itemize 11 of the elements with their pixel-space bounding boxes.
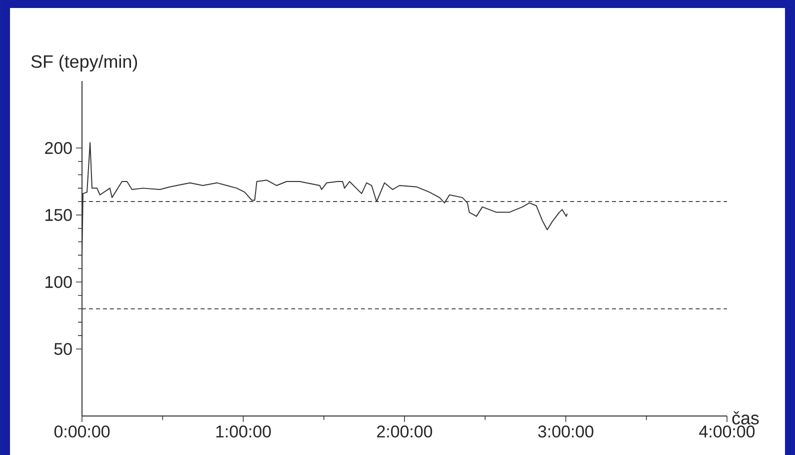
x-axis-title: čas [732,411,759,424]
y-tick-label: 100 [46,276,72,288]
y-tick-label: 50 [54,342,72,355]
x-tick-label: 2:00:00 [377,426,432,438]
y-axis-title: SF (tepy/min) [31,54,138,72]
x-tick-label: 0:00:00 [54,426,110,438]
y-tick-label: 200 [45,142,72,154]
x-tick-label: 4:00:00 [699,426,755,438]
y-tick-label: 150 [46,208,72,221]
x-tick-label: 1:00:00 [216,426,271,438]
x-tick-label: 3:00:00 [538,426,594,438]
